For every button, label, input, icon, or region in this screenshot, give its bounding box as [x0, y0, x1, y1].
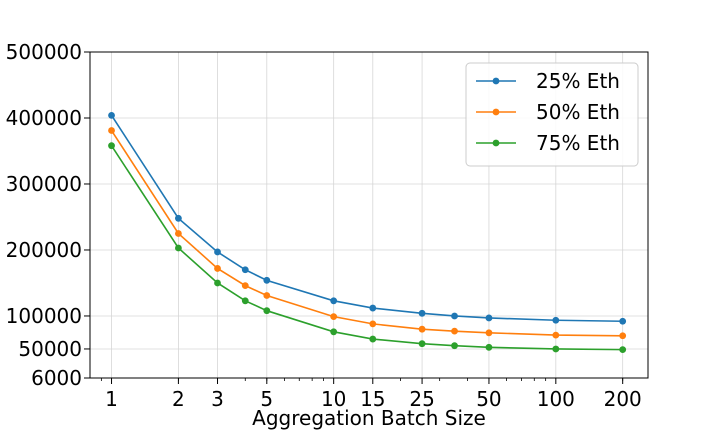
- data-point: [175, 214, 182, 222]
- data-point: [214, 265, 221, 272]
- x-tick-label: 10: [321, 387, 346, 411]
- data-point: [369, 304, 377, 312]
- legend-box: [465, 62, 639, 167]
- x-tick-label: 200: [604, 387, 642, 411]
- x-tick-label: 100: [537, 387, 575, 411]
- x-axis-ticks: 1 2 3 5 10 15 25 50 100 200: [100, 378, 642, 411]
- x-tick-label: 1: [105, 387, 118, 411]
- data-point: [241, 297, 249, 305]
- legend: 25% Eth 50% Eth 75% Eth: [465, 62, 639, 167]
- legend-swatch-marker: [492, 139, 500, 147]
- data-point: [108, 127, 115, 134]
- data-point: [619, 346, 627, 354]
- data-point: [330, 297, 338, 305]
- data-point: [552, 345, 560, 353]
- data-point: [175, 230, 182, 237]
- data-point: [451, 312, 458, 320]
- y-axis-ticks: 6000 50000 100000 200000 300000 400000 500000: [6, 40, 90, 390]
- data-point: [451, 342, 458, 350]
- plot-frame: [89, 51, 649, 379]
- data-point: [330, 313, 338, 321]
- series-line-2: [110, 130, 623, 337]
- legend-label: 75% Eth: [536, 131, 620, 155]
- data-point: [418, 325, 426, 333]
- y-tick-label: 200000: [6, 238, 82, 262]
- y-tick-label: 50000: [18, 337, 82, 361]
- data-point: [552, 331, 560, 339]
- data-point: [108, 142, 115, 150]
- data-point: [619, 332, 627, 340]
- series-line-1: [110, 114, 623, 323]
- data-point: [241, 266, 249, 274]
- data-point: [214, 279, 221, 287]
- data-point: [619, 317, 627, 325]
- x-tick-label: 25: [409, 387, 434, 411]
- x-tick-label: 15: [360, 387, 385, 411]
- data-point: [175, 244, 182, 252]
- x-tick-label: 3: [211, 387, 224, 411]
- data-point: [451, 327, 458, 335]
- x-tick-label: 2: [172, 387, 185, 411]
- y-tick-label: 500000: [6, 40, 82, 64]
- legend-swatch-marker: [492, 108, 500, 116]
- y-tick-label: 400000: [6, 106, 82, 130]
- data-point: [241, 282, 249, 290]
- data-point: [263, 307, 271, 315]
- data-point: [418, 309, 426, 317]
- x-tick-label: 50: [476, 387, 501, 411]
- series-lines: [108, 111, 627, 354]
- legend-label: 50% Eth: [536, 100, 620, 124]
- data-point: [369, 335, 377, 343]
- data-point: [263, 292, 271, 299]
- data-point: [485, 343, 493, 351]
- data-point: [330, 328, 338, 336]
- legend-label: 25% Eth: [536, 69, 620, 93]
- data-point: [485, 314, 493, 322]
- data-point: [418, 340, 426, 348]
- data-point: [108, 111, 115, 119]
- x-axis-label: Aggregation Batch Size: [252, 406, 486, 430]
- data-point: [552, 316, 560, 324]
- legend-swatch-marker: [492, 77, 500, 85]
- y-tick-label: 300000: [6, 172, 82, 196]
- data-point: [369, 320, 377, 328]
- y-tick-label: 6000: [31, 366, 82, 390]
- data-point: [485, 329, 493, 337]
- data-point: [214, 248, 221, 256]
- data-point: [263, 276, 271, 284]
- y-tick-label: 100000: [6, 304, 82, 328]
- series-line-3: [110, 145, 623, 351]
- x-tick-label: 5: [260, 387, 273, 411]
